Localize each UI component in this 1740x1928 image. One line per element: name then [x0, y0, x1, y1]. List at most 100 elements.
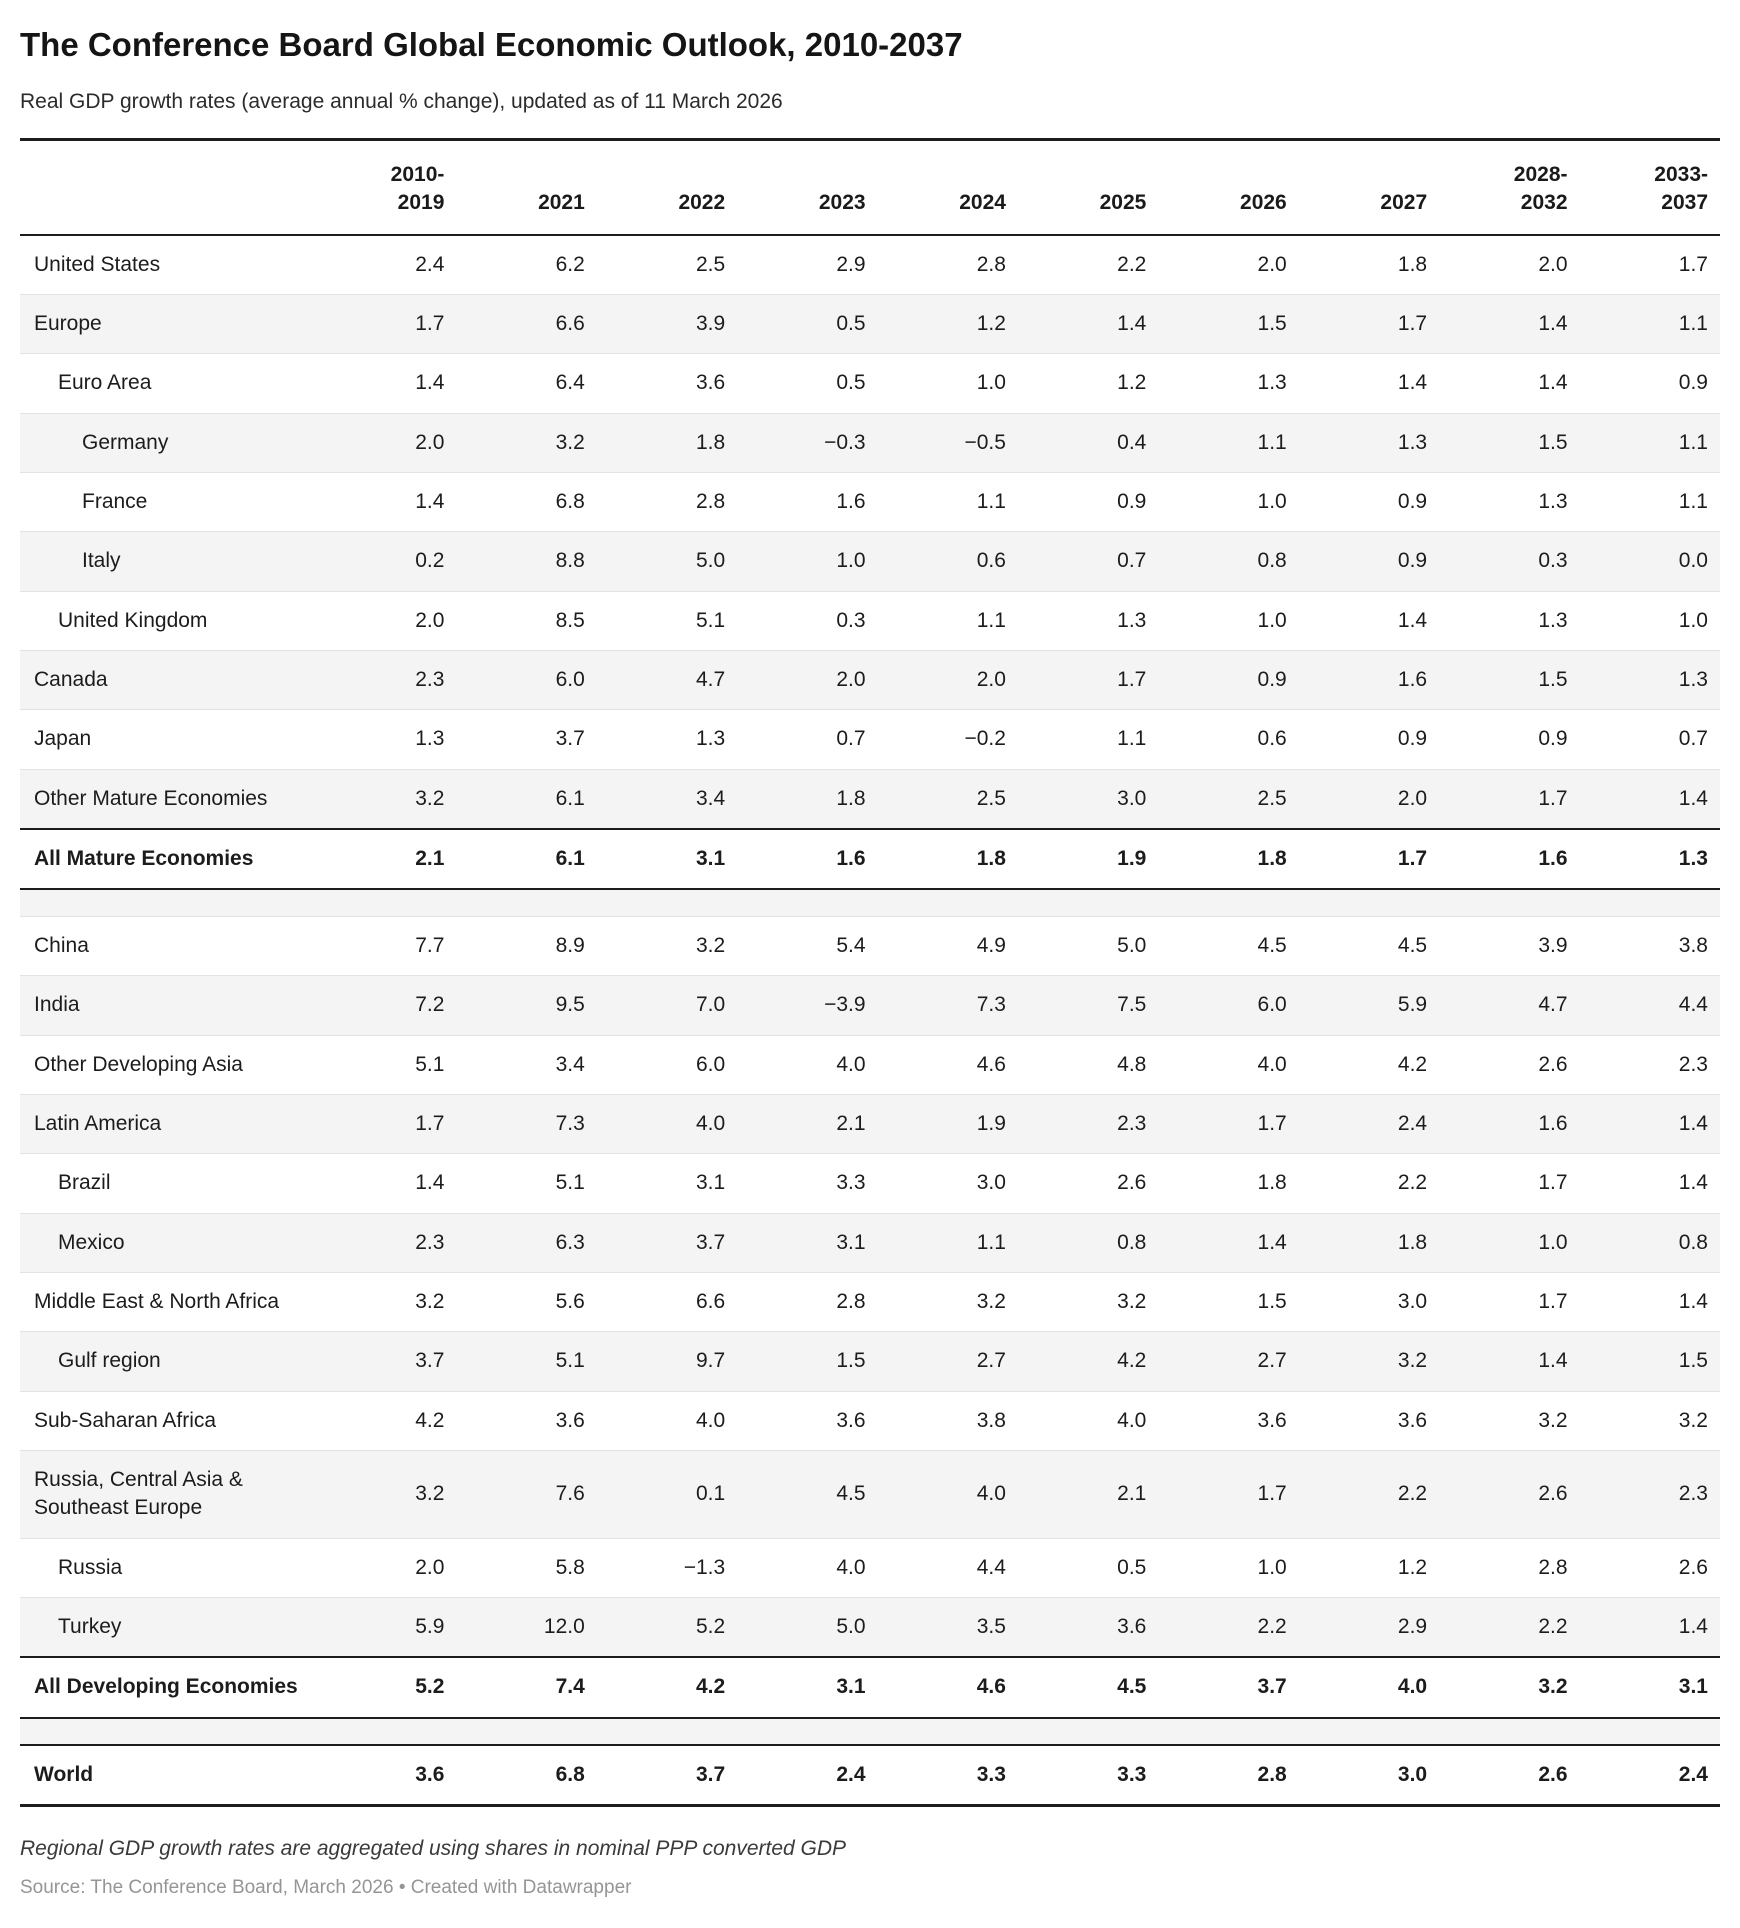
value-cell: 0.7 — [1017, 531, 1159, 592]
value-cell: 1.4 — [1439, 1331, 1580, 1392]
table-row: All Developing Economies 5.2 7.4 4.2 3.1 4.6 4… — [20, 1656, 1720, 1719]
value-cell: 0.9 — [1579, 353, 1720, 414]
value-cell: 1.9 — [1017, 828, 1159, 891]
table-row: Russia, Central Asia & Southeast Europe 3… — [20, 1450, 1720, 1539]
value-cell: 0.9 — [1017, 472, 1159, 532]
value-cell: 2.6 — [1439, 1034, 1580, 1095]
value-cell: 1.4 — [1579, 768, 1720, 830]
value-cell: 3.6 — [316, 1743, 457, 1807]
value-cell: 3.9 — [596, 294, 738, 354]
value-cell: 1.8 — [737, 768, 878, 830]
value-cell: 2.9 — [836, 252, 866, 276]
value-cell: 3.3 — [737, 1153, 878, 1214]
value-cell: 1.7 — [1298, 828, 1440, 891]
value-cell: 7.2 — [316, 975, 457, 1036]
value-cell: 3.2 — [1298, 1331, 1440, 1392]
row-label: Germany — [20, 412, 316, 473]
table-header: 2010- 2019 2021 2022 2023 2024 2025 2026 2027 202… — [20, 139, 1720, 236]
value-cell: 1.3 — [1017, 590, 1159, 651]
value-cell: 1.4 — [1158, 1212, 1299, 1273]
value-cell: 3.7 — [596, 1743, 738, 1807]
value-cell: 4.2 — [1298, 1034, 1440, 1095]
value-cell: 6.8 — [456, 472, 597, 532]
value-cell: 5.1 — [596, 590, 738, 651]
value-cell: 2.6 — [1439, 1450, 1580, 1539]
value-cell: 0.9 — [1439, 709, 1580, 770]
row-label: Europe — [20, 294, 316, 354]
value-cell: 3.6 — [1017, 1597, 1159, 1658]
value-cell: −3.9 — [737, 975, 878, 1036]
value-cell: 7.6 — [456, 1450, 597, 1539]
value-cell: 2.8 — [1439, 1537, 1580, 1598]
value-cell: 3.2 — [877, 1272, 1018, 1332]
value-cell: 1.3 — [1579, 828, 1720, 891]
value-cell: 5.0 — [1017, 915, 1159, 976]
row-label: Mexico — [20, 1212, 316, 1273]
value-cell: 6.4 — [456, 353, 597, 414]
value-cell: 1.5 — [737, 1331, 878, 1392]
value-cell: 4.6 — [877, 1034, 1018, 1095]
value-cell: 1.7 — [316, 294, 457, 354]
value-cell: 3.7 — [1158, 1656, 1299, 1719]
row-label: United States — [34, 252, 161, 276]
value-cell: 1.2 — [877, 294, 1018, 354]
value-cell: 1.4 — [1579, 1597, 1720, 1658]
value-cell: 1.2 — [1298, 1537, 1440, 1598]
value-cell: 1.0 — [1158, 472, 1299, 532]
value-cell: 6.1 — [456, 768, 597, 830]
value-cell: 3.0 — [877, 1153, 1018, 1214]
value-cell: 0.5 — [737, 353, 878, 414]
value-cell: 2.2 — [1298, 1450, 1440, 1539]
value-cell: −0.5 — [877, 412, 1018, 473]
value-cell: 3.4 — [456, 1034, 597, 1095]
value-cell: 5.1 — [456, 1331, 597, 1392]
value-cell: 4.5 — [737, 1450, 878, 1539]
value-cell: 2.0 — [1538, 252, 1568, 276]
page-subtitle: Real GDP growth rates (average annual % … — [20, 90, 783, 113]
value-cell: 2.4 — [1579, 1743, 1720, 1807]
value-cell: 0.9 — [1298, 531, 1440, 592]
value-cell: 1.7 — [1439, 1272, 1580, 1332]
value-cell: 3.1 — [596, 1153, 738, 1214]
row-label: Gulf region — [20, 1331, 316, 1392]
value-cell: 4.2 — [316, 1390, 457, 1451]
value-cell: 2.8 — [596, 472, 738, 532]
value-cell: 2.2 — [1298, 1153, 1440, 1214]
value-cell: 6.0 — [456, 650, 597, 710]
value-cell: 1.6 — [737, 828, 878, 891]
value-cell: 1.3 — [1298, 412, 1440, 473]
table-row: China 7.7 8.9 3.2 5.4 4.9 5.0 4.5 4.5 3.9 3.8 — [20, 915, 1720, 976]
value-cell: 0.8 — [1579, 1212, 1720, 1273]
table-row: Italy 0.2 8.8 5.0 1.0 0.6 0.7 0.8 0.9 0.3 0.0 — [20, 531, 1720, 592]
table-row: Germany 2.0 3.2 1.8 −0.3 −0.5 0.4 1.1 1.3 1.5 1.1 — [20, 412, 1720, 473]
row-label: Other Mature Economies — [20, 768, 316, 830]
value-cell: 5.9 — [316, 1597, 457, 1658]
column-header: 2010- 2019 — [316, 139, 457, 236]
value-cell: 1.4 — [1579, 1272, 1720, 1332]
value-cell: 7.3 — [456, 1093, 597, 1154]
value-cell: 1.4 — [316, 472, 457, 532]
value-cell: 5.6 — [456, 1272, 597, 1332]
value-cell: 2.8 — [737, 1272, 878, 1332]
table-row: Brazil 1.4 5.1 3.1 3.3 3.0 2.6 1.8 2.2 1.7 1.4 — [20, 1153, 1720, 1214]
value-cell: 1.8 — [1397, 252, 1428, 276]
spacer-cell — [20, 888, 1720, 917]
value-cell: 3.6 — [1158, 1390, 1299, 1451]
value-cell: 7.5 — [1017, 975, 1159, 1036]
value-cell: 1.2 — [1017, 353, 1159, 414]
value-cell: 4.0 — [596, 1390, 738, 1451]
value-cell: 0.9 — [1298, 472, 1440, 532]
value-cell: 1.8 — [1158, 828, 1299, 891]
page-title: The Conference Board Global Economic Out… — [20, 26, 963, 63]
row-label: India — [20, 975, 316, 1036]
value-cell: 1.4 — [1439, 353, 1580, 414]
value-cell: 3.3 — [1017, 1743, 1159, 1807]
value-cell: 4.0 — [1017, 1390, 1159, 1451]
value-cell: 1.7 — [1158, 1450, 1299, 1539]
value-cell: 1.6 — [1439, 1093, 1580, 1154]
value-cell: 2.6 — [1579, 1537, 1720, 1598]
table-row: India 7.2 9.5 7.0 −3.9 7.3 7.5 6.0 5.9 4.7 4.4 — [20, 975, 1720, 1036]
value-cell: 3.3 — [877, 1743, 1018, 1807]
column-header: 2022 — [596, 139, 738, 236]
